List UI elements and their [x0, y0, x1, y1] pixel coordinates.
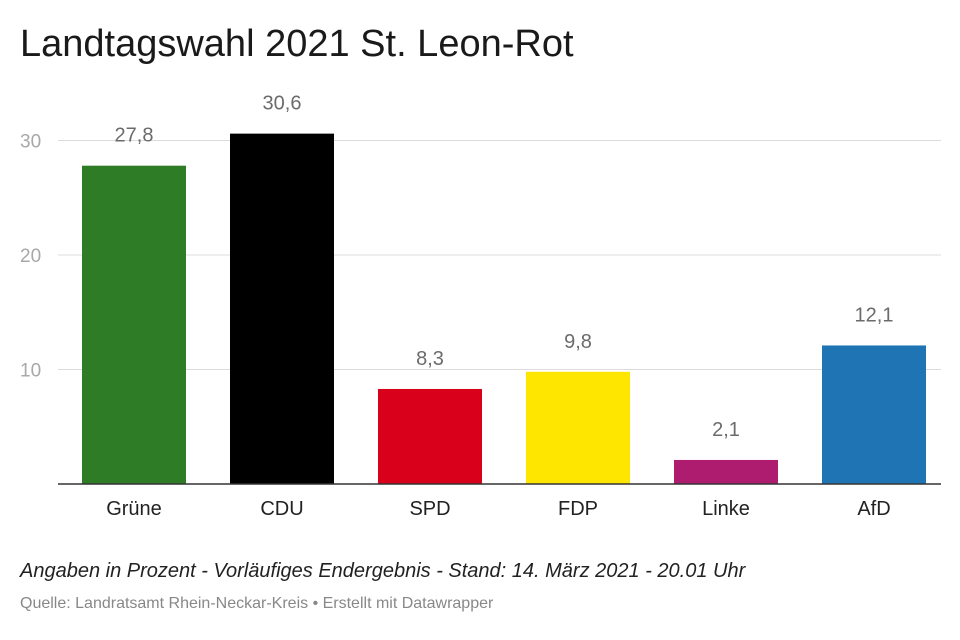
x-tick-label: Linke [702, 498, 750, 520]
x-tick-label: FDP [558, 498, 598, 520]
chart-source: Quelle: Landratsamt Rhein-Neckar-Kreis •… [20, 595, 494, 612]
data-label: 2,1 [712, 419, 740, 441]
bar-chart: 10 20 30 27,8 Grüne 30,6 CDU 8,3 SPD 9,8 FDP 2,1 Lin… [20, 93, 941, 520]
y-tick-label: 30 [20, 132, 41, 153]
bar [822, 345, 926, 484]
data-label: 9,8 [564, 331, 592, 353]
data-label: 30,6 [263, 93, 302, 115]
chart-notes: Angaben in Prozent - Vorläufiges Enderge… [20, 560, 746, 582]
x-tick-label: SPD [409, 498, 450, 520]
x-tick-label: AfD [857, 498, 890, 520]
bar [526, 371, 630, 484]
y-tick-label: 20 [20, 246, 41, 267]
x-tick-label: CDU [260, 498, 303, 520]
bar [674, 459, 778, 484]
x-tick-label: Grüne [106, 498, 162, 520]
data-label: 8,3 [416, 348, 444, 370]
y-tick-label: 10 [20, 361, 41, 382]
data-label: 12,1 [855, 304, 894, 326]
data-label: 27,8 [115, 125, 154, 147]
chart-title: Landtagswahl 2021 St. Leon-Rot [20, 23, 574, 65]
bar [82, 165, 186, 484]
bar [378, 388, 482, 484]
bar [230, 133, 334, 484]
